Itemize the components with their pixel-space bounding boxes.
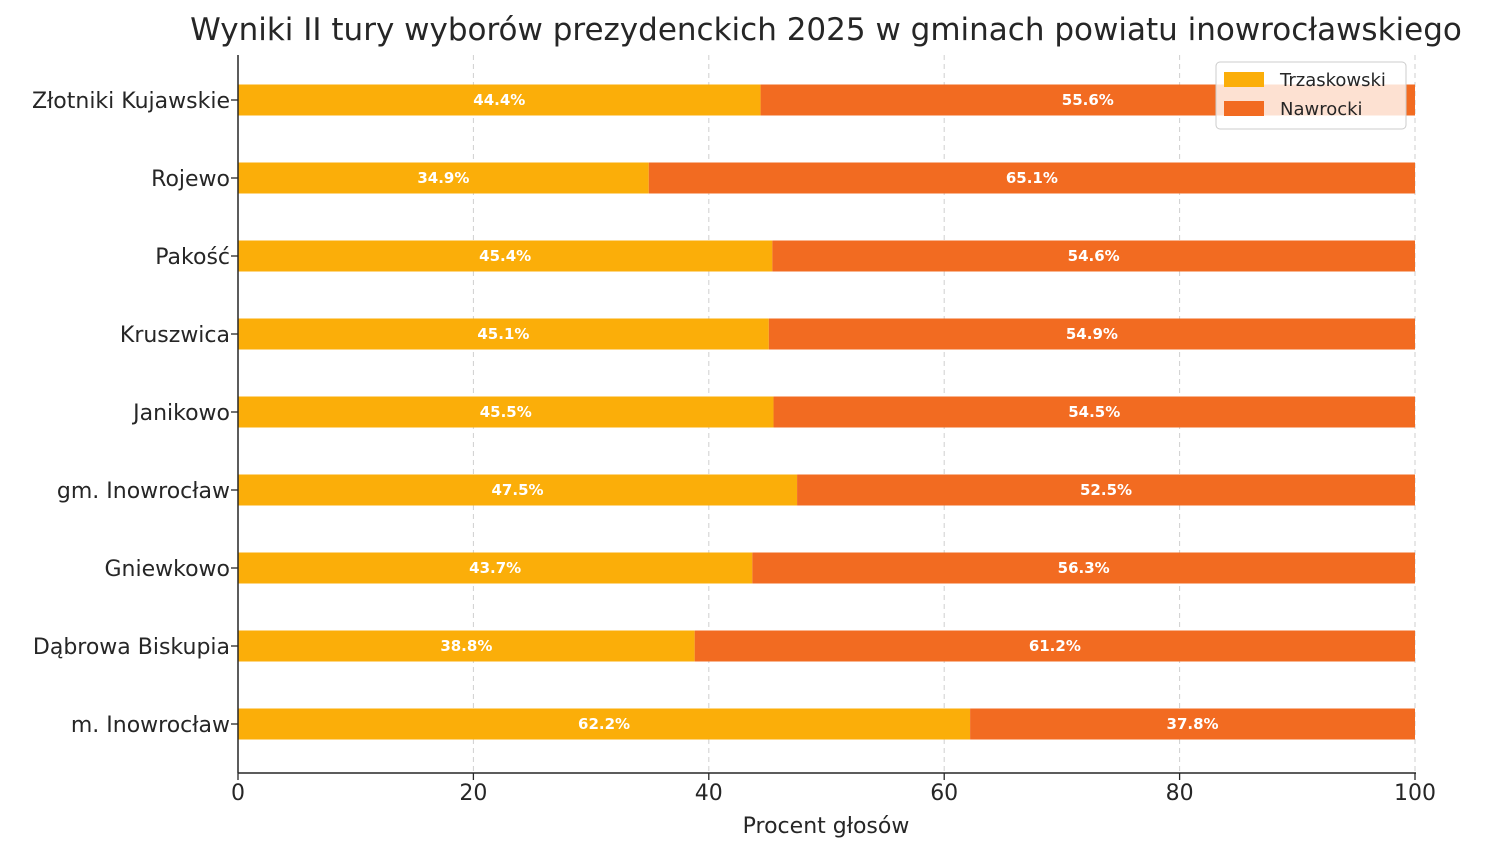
bar-value-label: 65.1% bbox=[1006, 169, 1058, 187]
x-tick-label: 40 bbox=[695, 781, 723, 806]
bar-trzaskowski-8 bbox=[238, 708, 971, 740]
chart-title: Wyniki II tury wyborów prezydenckich 202… bbox=[190, 12, 1462, 48]
x-tick-label: 80 bbox=[1166, 781, 1194, 806]
bar-value-label: 56.3% bbox=[1058, 559, 1110, 577]
legend-label: Nawrocki bbox=[1280, 99, 1363, 120]
bar-value-label: 54.9% bbox=[1066, 325, 1118, 343]
bar-value-label: 45.4% bbox=[479, 247, 531, 265]
bar-trzaskowski-5 bbox=[238, 474, 798, 506]
bar-trzaskowski-6 bbox=[238, 552, 753, 584]
bar-value-label: 45.5% bbox=[480, 403, 532, 421]
bar-trzaskowski-3 bbox=[238, 318, 769, 350]
x-tick-label: 60 bbox=[930, 781, 958, 806]
axes: 0 20 40 60 80 100 Złotniki Kujawskie Rojewo Pako… bbox=[32, 55, 1436, 806]
bar-value-label: 47.5% bbox=[492, 481, 544, 499]
bar-value-label: 44.4% bbox=[473, 91, 525, 109]
bar-nawrocki-1 bbox=[648, 162, 1415, 194]
bar-nawrocki-4 bbox=[773, 396, 1415, 428]
bar-nawrocki-6 bbox=[752, 552, 1415, 584]
bar-nawrocki-5 bbox=[797, 474, 1415, 506]
bar-nawrocki-7 bbox=[694, 630, 1415, 662]
category-label: Złotniki Kujawskie bbox=[32, 89, 230, 114]
bar-trzaskowski-4 bbox=[238, 396, 774, 428]
bar-trzaskowski-2 bbox=[238, 240, 773, 272]
x-axis-label: Procent głosów bbox=[743, 814, 910, 839]
bar-value-label: 55.6% bbox=[1062, 91, 1114, 109]
category-label: Gniewkowo bbox=[104, 557, 230, 582]
x-tick-label: 100 bbox=[1394, 781, 1436, 806]
bar-value-label: 54.5% bbox=[1068, 403, 1120, 421]
bar-nawrocki-8 bbox=[970, 708, 1415, 740]
bar-value-label: 45.1% bbox=[477, 325, 529, 343]
x-tick-label: 0 bbox=[231, 781, 245, 806]
bar-value-label: 38.8% bbox=[440, 637, 492, 655]
bar-nawrocki-3 bbox=[768, 318, 1415, 350]
bar-value-label: 54.6% bbox=[1068, 247, 1120, 265]
bar-value-label: 62.2% bbox=[578, 715, 630, 733]
legend: Trzaskowski Nawrocki bbox=[1215, 61, 1407, 130]
category-label: Dąbrowa Biskupia bbox=[33, 635, 230, 660]
bar-value-label: 37.8% bbox=[1167, 715, 1219, 733]
category-label: m. Inowrocław bbox=[71, 713, 230, 738]
bar-trzaskowski-1 bbox=[238, 162, 649, 194]
bars: 44.4% 55.6% 34.9% 65.1% 45.4% 54.6% 45.1% 54.9%… bbox=[238, 84, 1415, 740]
category-label: Rojewo bbox=[151, 167, 230, 192]
bar-trzaskowski-7 bbox=[238, 630, 695, 662]
bar-value-label: 61.2% bbox=[1029, 637, 1081, 655]
bar-value-label: 52.5% bbox=[1080, 481, 1132, 499]
x-tick-label: 20 bbox=[459, 781, 487, 806]
category-label: Kruszwica bbox=[120, 323, 230, 348]
bar-nawrocki-2 bbox=[772, 240, 1415, 272]
legend-swatch-trzaskowski bbox=[1224, 72, 1264, 87]
bar-value-label: 43.7% bbox=[469, 559, 521, 577]
bar-value-label: 34.9% bbox=[417, 169, 469, 187]
legend-swatch-nawrocki bbox=[1224, 101, 1264, 116]
category-label: Janikowo bbox=[131, 401, 230, 426]
bar-trzaskowski-0 bbox=[238, 84, 761, 116]
legend-label: Trzaskowski bbox=[1279, 70, 1386, 91]
category-label: Pakość bbox=[155, 245, 230, 270]
category-label: gm. Inowrocław bbox=[57, 479, 230, 504]
